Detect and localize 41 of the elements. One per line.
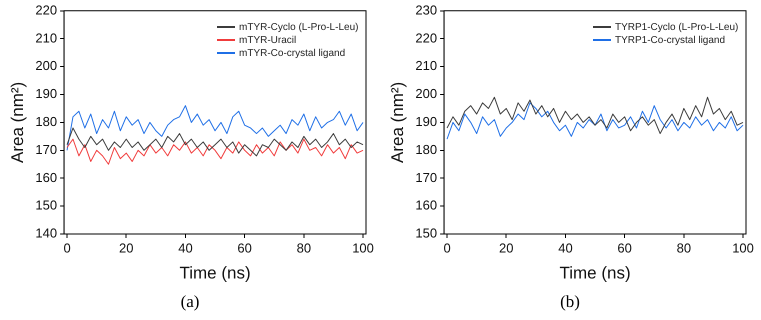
x-tick-label: 20 [499,240,514,256]
legend-label: TYRP1-Cyclo (L-Pro-L-Leu) [615,20,738,34]
y-tick-label: 190 [415,114,438,129]
x-tick-label: 0 [63,240,71,256]
y-tick-label: 150 [35,198,58,213]
x-tick-label: 100 [732,240,754,256]
legend-label: mTYR-Uracil [239,34,296,47]
y-tick-label: 160 [415,198,438,213]
text: (b) [559,292,581,312]
y-tick-label: 160 [35,170,58,185]
y-tick-label: 210 [35,30,58,46]
x-tick-label: 0 [443,240,451,256]
y-tick-label: 180 [35,114,58,129]
y-tick-label: 140 [35,226,58,241]
x-tick-label: 80 [676,240,692,256]
y-tick-label: 220 [35,2,58,18]
y-tick-label: 200 [415,86,438,102]
text: (a) [180,292,200,312]
x-tick-label: 40 [558,240,573,256]
x-tick-label: 20 [119,240,134,256]
y-axis-title: Area (nm²) [8,82,27,164]
x-tick-label: 60 [237,240,252,256]
y-tick-label: 200 [35,58,58,74]
x-tick-label: 60 [617,240,632,256]
y-tick-label: 210 [415,58,438,74]
y-tick-label: 220 [415,30,438,46]
x-axis-title: Time (ns) [179,263,251,282]
y-tick-label: 170 [35,142,58,157]
legend-label: mTYR-Co-crystal ligand [239,46,346,60]
y-tick-label: 150 [415,226,438,241]
y-tick-label: 180 [415,142,438,157]
x-axis-title: Time (ns) [559,263,631,282]
x-tick-label: 40 [178,240,193,256]
legend-label: TYRP1-Co-crystal ligand [615,34,726,47]
x-tick-label: 100 [352,240,374,256]
y-tick-label: 230 [415,2,438,18]
x-tick-label: 80 [296,240,312,256]
y-tick-label: 190 [35,86,58,102]
y-tick-label: 170 [415,170,438,185]
y-axis-title: Area (nm²) [388,82,407,164]
legend-label: mTYR-Cyclo (L-Pro-L-Leu) [239,20,358,34]
